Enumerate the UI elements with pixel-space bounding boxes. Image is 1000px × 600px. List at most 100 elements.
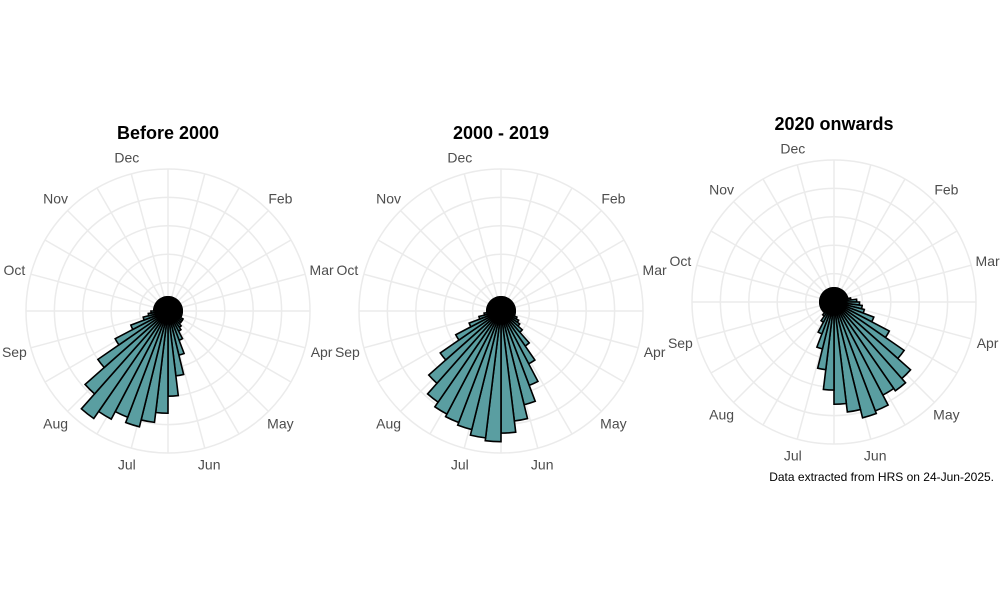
month-label-dec: Dec <box>447 149 472 165</box>
grid-spoke <box>710 230 835 303</box>
grid-spoke <box>500 210 602 312</box>
data-source-caption: Data extracted from HRS on 24-Jun-2025. <box>769 470 994 484</box>
month-label-sep: Sep <box>668 335 693 351</box>
panel-title: Before 2000 <box>117 123 219 143</box>
month-labels: Feb Mar Apr May Jun Jul Aug Sep Oct Nov Dec <box>2 149 334 472</box>
month-label-oct: Oct <box>670 253 692 269</box>
grid-spoke <box>710 301 835 374</box>
grid-spoke <box>30 273 169 312</box>
bar-wk36 <box>468 310 502 328</box>
month-label-may: May <box>933 406 959 422</box>
month-label-aug: Aug <box>376 415 401 431</box>
month-label-apr: Apr <box>311 344 333 360</box>
bar-wk21 <box>833 301 907 392</box>
grid-spoke <box>429 187 502 312</box>
month-label-oct: Oct <box>337 262 359 278</box>
bar-wk52 <box>831 286 835 303</box>
grid-spoke <box>833 201 935 303</box>
bar-wk34 <box>439 310 502 362</box>
grid-spoke <box>167 310 292 383</box>
grid-spoke <box>167 310 240 435</box>
grid-spoke <box>500 310 639 349</box>
month-label-feb: Feb <box>601 191 625 207</box>
wedge-bars <box>80 295 186 428</box>
bar-wk34 <box>96 310 169 369</box>
month-label-dec: Dec <box>114 149 139 165</box>
month-label-jul: Jul <box>451 457 469 473</box>
grid-spoke <box>463 173 502 312</box>
month-label-feb: Feb <box>934 182 958 198</box>
grid-spoke <box>733 201 835 303</box>
month-label-feb: Feb <box>268 191 292 207</box>
wedge-bars <box>815 286 912 419</box>
grid-spoke <box>833 164 872 303</box>
grid-spoke <box>96 187 169 312</box>
panel-title: 2000 - 2019 <box>453 123 549 143</box>
month-label-nov: Nov <box>43 191 68 207</box>
grid-spoke <box>500 187 573 312</box>
bar-wk52 <box>165 295 169 312</box>
grid-spoke <box>500 239 625 312</box>
grid-spoke <box>130 173 169 312</box>
grid-spoke <box>500 310 625 383</box>
bar-wk26 <box>833 301 848 406</box>
grid-spoke <box>363 273 502 312</box>
grid-spoke <box>762 178 835 303</box>
month-label-oct: Oct <box>4 262 26 278</box>
month-labels: Feb Mar Apr May Jun Jul Aug Sep Oct Nov Dec <box>335 149 667 472</box>
month-label-jul: Jul <box>118 457 136 473</box>
grid-spoke <box>500 173 539 312</box>
bar-wk35 <box>454 310 502 342</box>
bar-wk36 <box>129 310 169 331</box>
bar-wk33 <box>427 310 502 385</box>
month-labels: Feb Mar Apr May Jun Jul Aug Sep Oct Nov Dec <box>668 140 1000 463</box>
grid-spoke <box>363 310 502 349</box>
month-label-nov: Nov <box>709 182 734 198</box>
month-label-aug: Aug <box>709 406 734 422</box>
month-label-jun: Jun <box>198 457 221 473</box>
bar-wk31 <box>433 310 502 416</box>
bar-wk32 <box>80 310 169 420</box>
bar-wk52 <box>498 295 502 312</box>
grid-spoke <box>167 310 306 349</box>
grid-spoke <box>44 239 169 312</box>
month-label-jun: Jun <box>864 448 887 464</box>
month-label-aug: Aug <box>43 415 68 431</box>
bar-wk24 <box>833 301 878 419</box>
panel-title: 2020 onwards <box>774 114 893 134</box>
grid-spoke <box>796 164 835 303</box>
month-label-sep: Sep <box>2 344 27 360</box>
bar-wk25 <box>833 301 862 413</box>
grid-spoke <box>167 210 269 312</box>
grid-spoke <box>167 273 306 312</box>
month-label-mar: Mar <box>976 253 1000 269</box>
grid-spoke <box>167 187 240 312</box>
bar-wk33 <box>83 310 169 396</box>
month-label-may: May <box>267 415 293 431</box>
grid-spoke <box>167 173 206 312</box>
grid-spoke <box>833 178 906 303</box>
grid-spoke <box>167 239 292 312</box>
panel-before-2000: Before 2000 Feb Mar Apr May Jun Jul Aug Sep Oct N… <box>2 123 334 473</box>
month-label-mar: Mar <box>643 262 667 278</box>
month-label-apr: Apr <box>644 344 666 360</box>
panel-2000-2019: 2000 - 2019 Feb Mar Apr May Jun Jul Aug Sep Oct N… <box>335 123 667 473</box>
grid-spoke <box>67 210 169 312</box>
grid-spoke <box>377 239 502 312</box>
grid-spoke <box>833 264 972 303</box>
month-label-nov: Nov <box>376 191 401 207</box>
month-label-sep: Sep <box>335 344 360 360</box>
month-label-jul: Jul <box>784 448 802 464</box>
grid-spoke <box>733 301 835 403</box>
month-label-mar: Mar <box>310 262 334 278</box>
grid-spoke <box>696 301 835 340</box>
grid-spoke <box>500 273 639 312</box>
month-label-jun: Jun <box>531 457 554 473</box>
grid-spoke <box>400 210 502 312</box>
grid-spoke <box>762 301 835 426</box>
grid-spoke <box>833 230 958 303</box>
grid-spoke <box>696 264 835 303</box>
month-label-dec: Dec <box>780 140 805 156</box>
panel-2020-onwards: 2020 onwards Feb Mar Apr May Jun Jul Aug Sep Oct… <box>668 114 1000 464</box>
